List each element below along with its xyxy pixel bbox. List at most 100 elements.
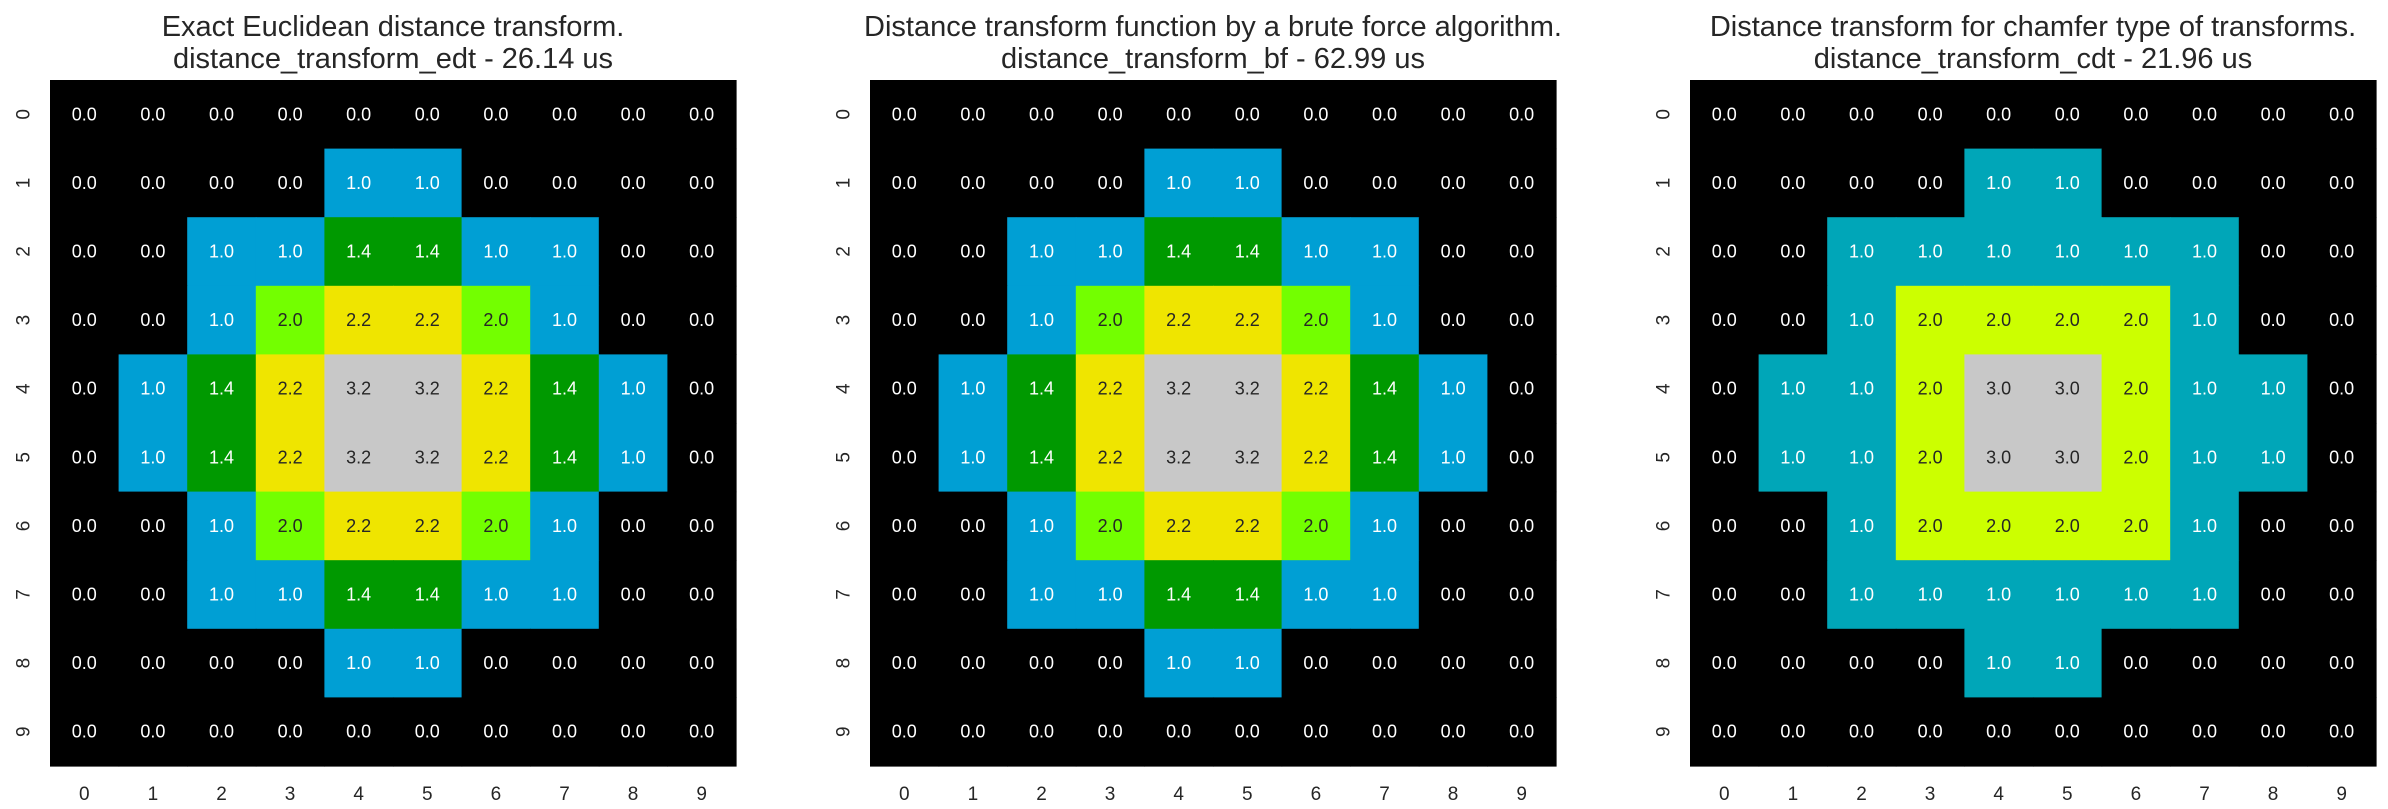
cell-value-label: 3.2 bbox=[346, 447, 371, 467]
heatmap-cell bbox=[2101, 354, 2171, 424]
heatmap-cell bbox=[1758, 80, 1828, 150]
cell-value-label: 1.0 bbox=[1849, 585, 1874, 605]
y-tick-label: 7 bbox=[834, 589, 855, 600]
heatmap-cell bbox=[938, 628, 1008, 698]
cell-value-label: 0.0 bbox=[72, 173, 97, 193]
heatmap-cell bbox=[667, 354, 737, 424]
heatmap-cell bbox=[255, 560, 325, 630]
heatmap-cell bbox=[2101, 80, 2171, 150]
heatmap-cell bbox=[1827, 285, 1897, 355]
heatmap-cell bbox=[255, 217, 325, 287]
heatmap-cell bbox=[1281, 560, 1351, 630]
heatmap-cell bbox=[187, 148, 257, 218]
cell-value-label: 2.2 bbox=[1303, 447, 1328, 467]
cell-value-label: 1.0 bbox=[483, 242, 508, 262]
heatmap-cell bbox=[938, 697, 1008, 767]
cell-value-label: 0.0 bbox=[1372, 722, 1397, 742]
cell-value-label: 0.0 bbox=[2261, 585, 2286, 605]
heatmap-cell bbox=[2238, 80, 2308, 150]
heatmap-cell bbox=[324, 697, 394, 767]
chart-subtitle: distance_transform_edt - 26.14 us bbox=[173, 43, 613, 75]
heatmap-cell bbox=[1144, 354, 1214, 424]
cell-value-label: 0.0 bbox=[892, 722, 917, 742]
cell-value-label: 0.0 bbox=[1509, 585, 1534, 605]
heatmap-cell bbox=[667, 697, 737, 767]
cell-value-label: 0.0 bbox=[1712, 447, 1737, 467]
heatmap-cell bbox=[2307, 285, 2377, 355]
cell-value-label: 2.2 bbox=[1235, 310, 1260, 330]
heatmap-cell bbox=[187, 697, 257, 767]
heatmap-cell bbox=[2101, 628, 2171, 698]
heatmap-cell bbox=[938, 217, 1008, 287]
heatmap-cell bbox=[1487, 354, 1557, 424]
x-tick-label: 1 bbox=[148, 784, 159, 805]
cell-value-label: 0.0 bbox=[892, 173, 917, 193]
heatmap-cell bbox=[1758, 423, 1828, 493]
heatmap-cell bbox=[667, 423, 737, 493]
cell-value-label: 1.0 bbox=[2192, 379, 2217, 399]
y-tick-label: 8 bbox=[14, 658, 35, 669]
heatmap-cell bbox=[1827, 628, 1897, 698]
heatmap-cell bbox=[530, 80, 600, 150]
heatmap-cell bbox=[1007, 560, 1077, 630]
heatmap-cell bbox=[2033, 697, 2103, 767]
cell-value-label: 0.0 bbox=[1372, 653, 1397, 673]
cell-value-label: 1.0 bbox=[2192, 585, 2217, 605]
cell-value-label: 0.0 bbox=[1303, 653, 1328, 673]
cell-value-label: 0.0 bbox=[892, 516, 917, 536]
cell-value-label: 1.0 bbox=[1441, 379, 1466, 399]
heatmap-cell bbox=[2170, 560, 2240, 630]
cell-value-label: 0.0 bbox=[621, 585, 646, 605]
cell-value-label: 0.0 bbox=[2329, 585, 2354, 605]
cell-value-label: 2.0 bbox=[2123, 310, 2148, 330]
cell-value-label: 0.0 bbox=[1918, 653, 1943, 673]
heatmap-cell bbox=[1964, 491, 2034, 561]
cell-value-label: 0.0 bbox=[209, 104, 234, 124]
heatmap-cell bbox=[1758, 628, 1828, 698]
cell-value-label: 1.0 bbox=[209, 585, 234, 605]
heatmap-cell bbox=[938, 423, 1008, 493]
cell-value-label: 0.0 bbox=[2329, 516, 2354, 536]
x-tick-label: 3 bbox=[1105, 784, 1116, 805]
cell-value-label: 0.0 bbox=[278, 653, 303, 673]
cell-value-label: 0.0 bbox=[552, 653, 577, 673]
heatmap-cell bbox=[1350, 80, 1420, 150]
cell-value-label: 0.0 bbox=[892, 447, 917, 467]
heatmap-cell bbox=[2033, 285, 2103, 355]
heatmap-cell bbox=[2238, 560, 2308, 630]
heatmap-cell bbox=[598, 560, 668, 630]
heatmap-cell bbox=[1964, 697, 2034, 767]
cell-value-label: 0.0 bbox=[621, 516, 646, 536]
heatmap-cell bbox=[1758, 285, 1828, 355]
y-tick-label: 0 bbox=[14, 109, 35, 120]
heatmap-cell bbox=[1758, 354, 1828, 424]
cell-value-label: 0.0 bbox=[1849, 173, 1874, 193]
cell-value-label: 2.0 bbox=[1918, 516, 1943, 536]
heatmap-cell bbox=[1007, 80, 1077, 150]
heatmap-cell bbox=[50, 697, 120, 767]
heatmap-cell bbox=[118, 423, 188, 493]
x-tick-label: 2 bbox=[216, 784, 227, 805]
heatmap-cell bbox=[118, 560, 188, 630]
cell-value-label: 0.0 bbox=[892, 653, 917, 673]
chart-title: Distance transform function by a brute f… bbox=[864, 11, 1562, 43]
heatmap-cell bbox=[1418, 560, 1488, 630]
cell-value-label: 0.0 bbox=[1509, 653, 1534, 673]
heatmap-cell bbox=[1827, 217, 1897, 287]
heatmap-cell bbox=[255, 285, 325, 355]
heatmap-cell bbox=[1487, 80, 1557, 150]
cell-value-label: 0.0 bbox=[2261, 173, 2286, 193]
cell-value-label: 0.0 bbox=[140, 242, 165, 262]
heatmap-cell bbox=[1281, 148, 1351, 218]
heatmap-cell bbox=[598, 148, 668, 218]
heatmap-cell bbox=[598, 80, 668, 150]
heatmap-cell bbox=[938, 560, 1008, 630]
heatmap-cell bbox=[1487, 285, 1557, 355]
heatmap-cell bbox=[1281, 217, 1351, 287]
heatmap-cell bbox=[667, 491, 737, 561]
y-tick-label: 8 bbox=[1654, 658, 1675, 669]
heatmap-cell bbox=[2307, 80, 2377, 150]
heatmap-cell bbox=[461, 560, 531, 630]
cell-value-label: 1.0 bbox=[2192, 310, 2217, 330]
